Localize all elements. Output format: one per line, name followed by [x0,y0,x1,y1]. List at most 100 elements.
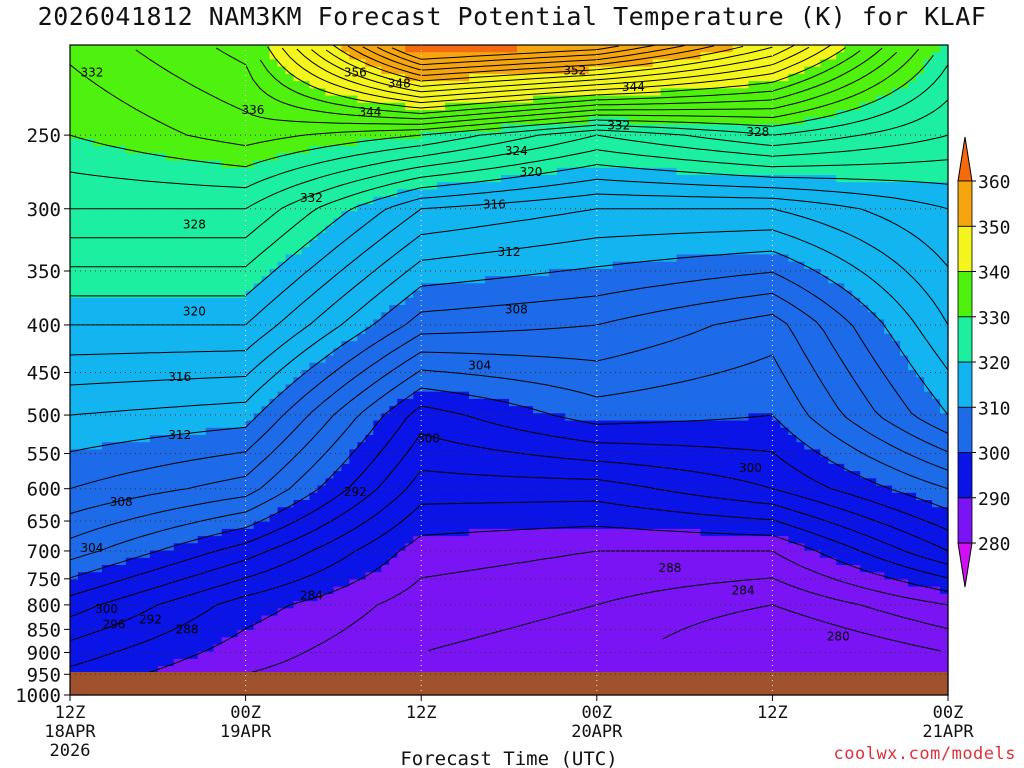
theta-cell [253,189,263,198]
theta-cell [341,297,350,306]
theta-cell [556,218,566,227]
theta-cell [469,160,478,169]
theta-cell [493,196,502,205]
theta-cell [405,117,414,126]
theta-cell [205,225,215,234]
theta-cell [692,326,702,335]
theta-cell [940,254,949,263]
theta-cell [365,355,374,364]
theta-cell [532,326,542,335]
theta-cell [660,218,670,227]
theta-cell [389,355,398,364]
theta-cell [932,225,941,234]
theta-cell [772,268,781,277]
theta-cell [780,232,789,241]
theta-cell [564,297,574,306]
theta-cell [748,362,758,371]
theta-cell [668,175,678,183]
theta-cell [189,319,199,328]
theta-cell [764,189,773,198]
theta-cell [469,312,478,321]
theta-cell [748,52,758,61]
theta-cell [285,297,295,306]
theta-cell [892,240,901,248]
theta-cell [532,167,542,176]
theta-cell [189,276,199,284]
theta-cell [445,88,454,97]
theta-cell [828,348,837,357]
theta-cell [125,254,135,263]
theta-cell [636,160,646,169]
theta-cell [692,102,702,111]
theta-cell [884,348,893,357]
theta-cell [341,283,350,292]
theta-cell [924,211,933,219]
theta-cell [564,268,574,277]
theta-cell [181,355,191,364]
theta-cell [221,326,231,335]
theta-cell [740,153,750,162]
theta-cell [900,290,909,299]
theta-cell [173,117,183,126]
theta-cell [493,102,502,111]
theta-cell [325,203,334,212]
theta-cell [70,102,79,111]
theta-cell [469,102,478,111]
theta-cell [245,225,255,234]
theta-cell [341,312,350,321]
theta-cell [836,66,845,75]
theta-cell [612,225,622,234]
theta-cell [437,117,446,126]
theta-cell [748,333,758,342]
theta-cell [940,290,949,299]
theta-cell [820,305,829,313]
theta-cell [485,297,494,306]
theta-cell [93,182,103,191]
theta-cell [668,283,678,292]
theta-cell [516,319,526,328]
theta-cell [141,81,151,89]
theta-cell [501,218,510,227]
theta-cell [892,333,901,342]
theta-cell [413,203,422,212]
theta-cell [70,333,79,342]
theta-cell [876,124,885,133]
theta-cell [101,95,111,104]
theta-cell [197,160,207,169]
theta-cell [740,196,750,205]
theta-cell [293,160,303,169]
theta-cell [477,117,486,126]
theta-cell [197,218,207,227]
theta-cell [85,305,95,313]
theta-cell [532,225,542,234]
theta-cell [109,370,119,378]
theta-cell [756,240,766,248]
theta-cell [772,45,781,53]
theta-cell [844,355,853,364]
theta-cell [716,102,726,111]
theta-cell [77,254,87,263]
theta-cell [173,326,183,335]
theta-cell [868,225,877,234]
theta-cell [285,247,295,256]
theta-cell [301,88,311,97]
theta-cell [652,211,662,219]
theta-cell [628,225,638,234]
theta-cell [357,59,366,68]
theta-cell [141,254,151,263]
theta-cell [604,319,614,328]
theta-cell [612,160,622,169]
theta-cell [916,218,925,227]
theta-cell [109,175,119,183]
theta-cell [189,240,199,248]
theta-cell [868,333,877,342]
theta-cell [900,45,909,53]
theta-cell [325,355,334,364]
theta-cell [357,240,366,248]
theta-cell [221,73,231,82]
theta-cell [477,268,486,277]
theta-cell [924,333,933,342]
theta-cell [652,312,662,321]
theta-cell [924,182,933,191]
theta-cell [301,290,311,299]
